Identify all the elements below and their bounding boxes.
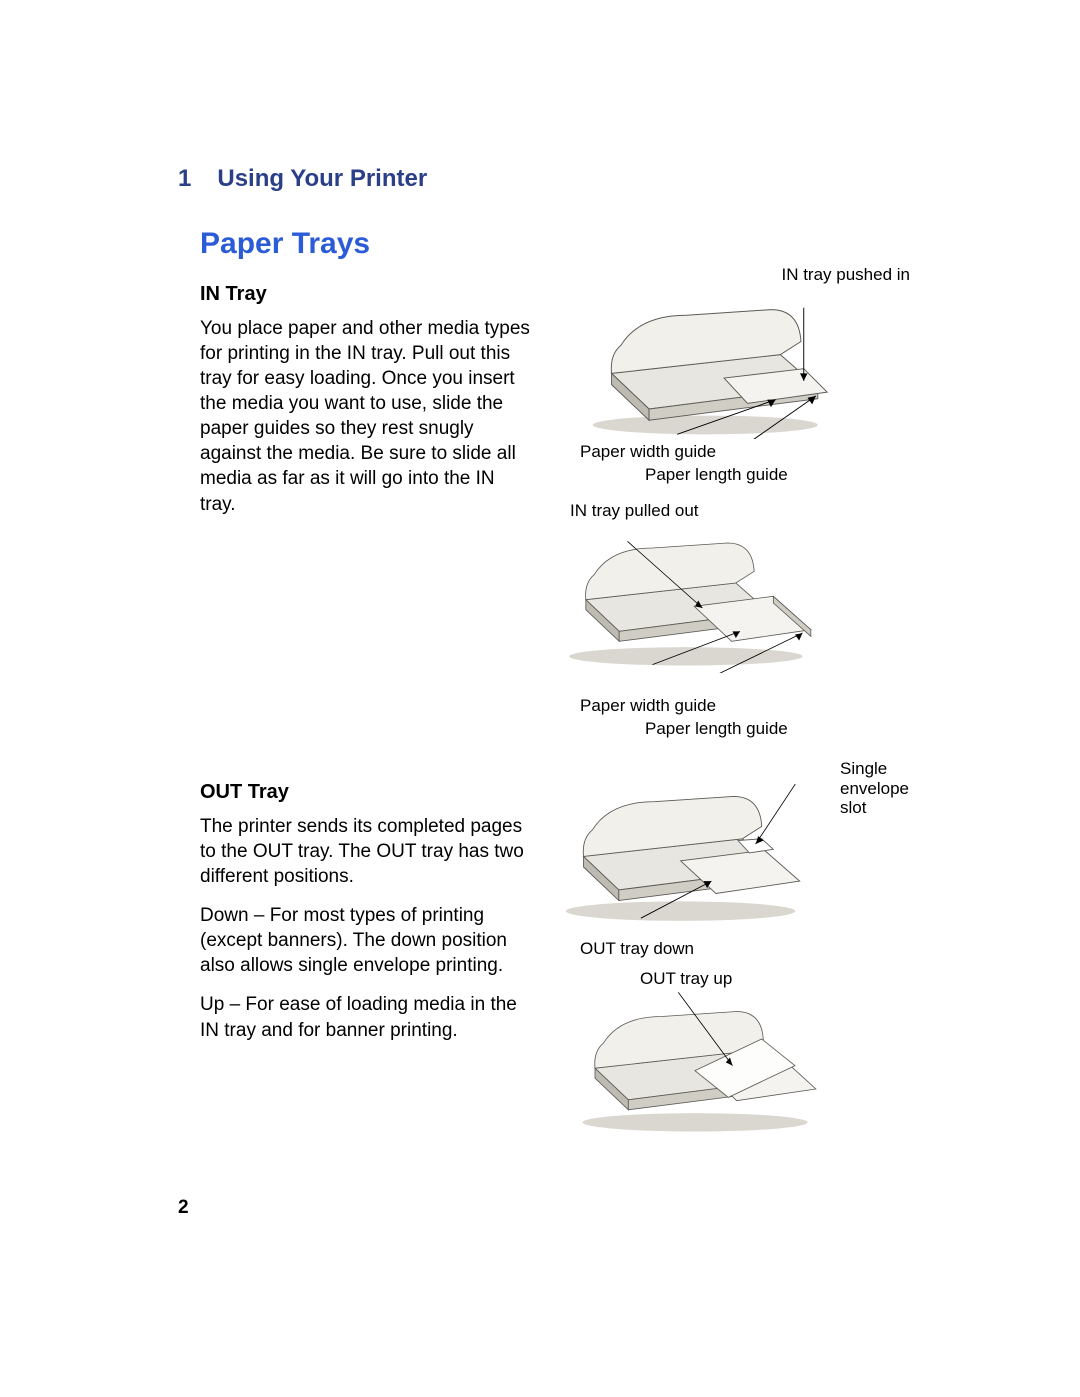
in-tray-body: You place paper and other media types fo… [200, 316, 530, 517]
in-tray-heading: IN Tray [200, 283, 530, 306]
figure-in-tray-pulled: IN tray pulled out Paper width [550, 501, 920, 751]
section-title: Paper Trays [200, 227, 975, 261]
callout-in-tray-pushed: IN tray pushed in [781, 265, 910, 285]
callout-out-tray-up: OUT tray up [640, 969, 732, 989]
figure-out-tray-up: OUT tray up [550, 969, 920, 1169]
callout-in-tray-pulled: IN tray pulled out [570, 501, 699, 521]
figure-in-tray-pushed: IN tray pushed in Paper width guide [550, 267, 920, 497]
document-page: 1 Using Your Printer Paper Trays IN Tray… [0, 0, 1080, 1397]
in-tray-figures-column: IN tray pushed in Paper width guide [550, 261, 920, 751]
chapter-number: 1 [178, 165, 191, 193]
out-tray-p2: Down – For most types of printing (excep… [200, 903, 530, 978]
out-tray-text-column: OUT Tray The printer sends its completed… [200, 759, 530, 1043]
out-tray-heading: OUT Tray [200, 781, 530, 804]
in-tray-text-column: IN Tray You place paper and other media … [200, 261, 530, 517]
callout-width-guide-1: Paper width guide [580, 442, 716, 462]
out-tray-p3: Up – For ease of loading media in the IN… [200, 992, 530, 1042]
printer-icon [560, 523, 820, 673]
page-number: 2 [178, 1197, 189, 1219]
callout-out-tray-down: OUT tray down [580, 939, 694, 959]
out-tray-p1: The printer sends its completed pages to… [200, 814, 530, 889]
printer-icon [555, 777, 815, 927]
chapter-title: Using Your Printer [217, 165, 427, 193]
out-tray-figures-column: Single envelope slot OUT tray down [550, 759, 920, 1169]
figure-out-tray-down: Single envelope slot OUT tray down [550, 759, 920, 969]
chapter-header: 1 Using Your Printer [178, 165, 975, 193]
printer-icon [580, 289, 840, 439]
callout-width-guide-2: Paper width guide [580, 696, 716, 716]
callout-length-guide-1: Paper length guide [645, 465, 788, 485]
out-tray-block: OUT Tray The printer sends its completed… [200, 759, 975, 1169]
callout-length-guide-2: Paper length guide [645, 719, 788, 739]
callout-envelope-slot: Single envelope slot [840, 759, 920, 818]
printer-icon [565, 989, 825, 1139]
in-tray-block: IN Tray You place paper and other media … [200, 261, 975, 751]
